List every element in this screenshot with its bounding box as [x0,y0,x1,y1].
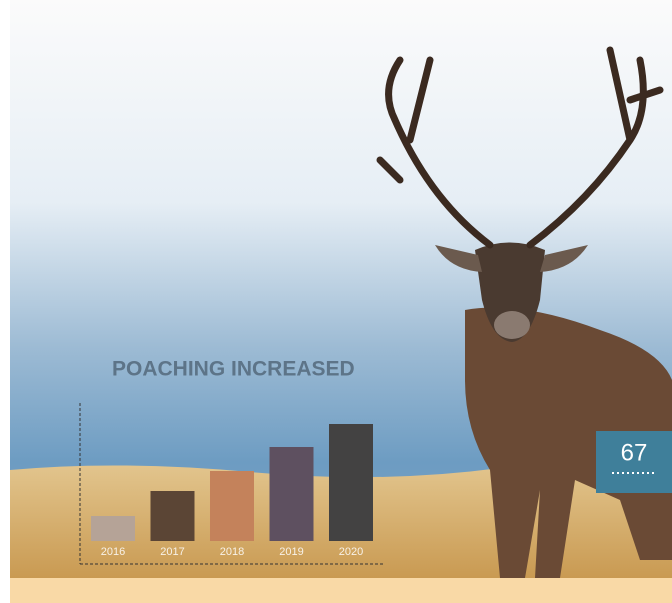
chart-title: POACHING INCREASED [112,358,355,381]
page-number: 67 [621,439,648,466]
x-tick-label: 2016 [101,546,125,558]
bar [210,471,254,541]
x-tick-label: 2019 [279,546,303,558]
bar [91,516,135,541]
bar [329,424,373,541]
x-tick-label: 2020 [339,546,363,558]
x-tick-label: 2018 [220,546,244,558]
page-graphic: 67 POACHING INCREASED 2016 2017 2018 2019 20… [0,0,672,603]
footer-strip [10,578,672,603]
page: {"chart_data": {"type": "bar", "title": … [0,0,672,603]
bar [270,447,314,541]
x-tick-label: 2017 [160,546,184,558]
bar [151,491,195,541]
